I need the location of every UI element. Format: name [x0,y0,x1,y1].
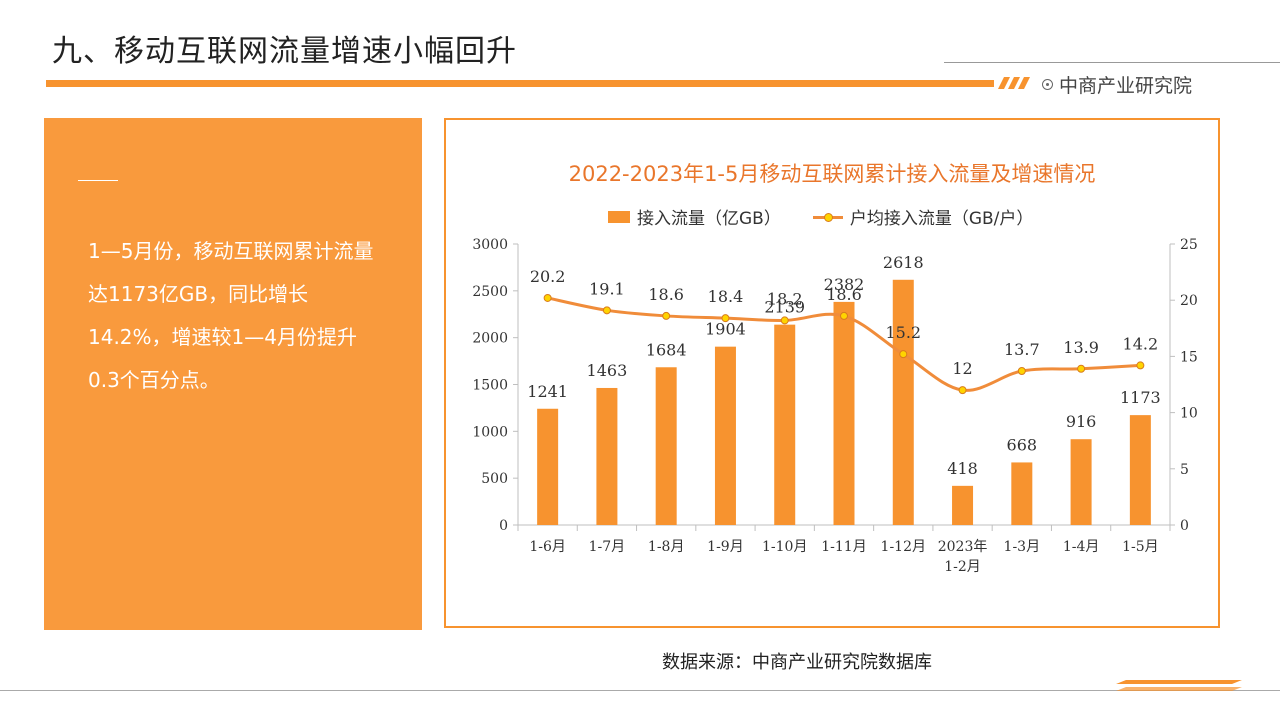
line-point [780,316,789,325]
left-tick-label: 2000 [472,331,508,347]
right-tick-label: 20 [1180,293,1198,309]
x-tick-label: 1-5月 [1122,539,1159,555]
x-tick-label: 1-8月 [648,539,685,555]
left-tick-label: 500 [481,471,508,487]
panel-rule [78,180,118,181]
summary-panel: 1—5月份，移动互联网累计流量达1173亿GB，同比增长14.2%，增速较1—4… [44,118,422,630]
bar-value-label: 2618 [883,253,924,272]
bar [1011,462,1033,525]
left-tick-label: 1000 [472,424,508,440]
line-point [662,311,671,320]
header-divider [944,62,1280,63]
bar-value-label: 668 [1007,435,1038,454]
footer-stripes-icon [1116,680,1242,691]
x-tick-label: 1-7月 [589,539,626,555]
line-point [958,386,967,395]
line-point [899,350,908,359]
chart-title: 2022-2023年1-5月移动互联网累计接入流量及增速情况 [568,162,1096,186]
data-source: 数据来源：中商产业研究院数据库 [662,652,932,673]
right-tick-label: 0 [1180,518,1189,534]
x-tick-label: 2023年 [938,539,988,555]
bar-value-label: 1173 [1120,388,1161,407]
bar-value-label: 1684 [646,340,687,359]
left-tick-label: 1500 [472,378,508,394]
stripes-decoration-icon [998,77,1030,89]
right-tick-label: 15 [1180,349,1198,365]
bar [833,301,855,525]
bar [1070,439,1092,525]
bar-value-label: 418 [947,459,978,478]
bar-value-label: 1241 [527,382,568,401]
line-point [721,314,730,323]
legend-item-line: 户均接入流量（GB/户） [812,204,1034,229]
bar [655,367,677,525]
line-point [1077,364,1086,373]
legend-bar-swatch [608,210,630,223]
line-value-label: 13.7 [1004,340,1040,359]
bar-value-label: 2139 [764,298,805,317]
x-tick-label: 1-4月 [1063,539,1100,555]
bar [952,485,974,525]
x-tick-label: 1-6月 [529,539,566,555]
left-tick-label: 0 [499,518,508,534]
line-value-label: 12 [952,359,972,378]
summary-text: 1—5月份，移动互联网累计流量达1173亿GB，同比增长14.2%，增速较1—4… [88,239,374,392]
left-tick-label: 2500 [472,284,508,300]
line-value-label: 18.6 [648,285,684,304]
line-value-label: 15.2 [885,323,921,342]
bar [1129,415,1151,525]
bar [537,408,559,525]
x-tick-label: 1-12月 [881,539,926,555]
bar-value-label: 2382 [824,275,865,294]
brand-name: 中商产业研究院 [1059,75,1193,97]
line-value-label: 18.2 [767,289,803,308]
line-point [1136,361,1145,370]
target-icon [1042,79,1053,90]
x-tick-label: 1-2月 [944,559,981,575]
line-value-label: 19.1 [589,279,625,298]
bar [596,387,618,525]
line-point [602,306,611,315]
x-tick-label: 1-3月 [1004,539,1041,555]
line-point [543,293,552,302]
brand-logo: 中商产业研究院 [1042,71,1192,98]
right-tick-label: 25 [1180,237,1198,253]
line-value-label: 20.2 [530,267,566,286]
legend-line-swatch [812,211,843,223]
right-tick-label: 5 [1180,462,1189,478]
line-point [840,311,848,320]
line-value-label: 18.4 [708,287,744,306]
line-value-label: 13.9 [1063,338,1099,357]
legend-label-bar: 接入流量（亿GB） [637,209,781,229]
line-value-label: 14.2 [1123,334,1159,353]
combo-chart: 0 500 1000 1500 2000 2500 3000 0 5 10 15 20 25 1-6月 1-… [472,237,1198,575]
line-value-label: 18.6 [826,285,862,304]
chart-container: 2022-2023年1-5月移动互联网累计接入流量及增速情况 接入流量（亿GB）… [444,118,1220,628]
chart-legend: 接入流量（亿GB） 户均接入流量（GB/户） [608,204,1065,229]
x-tick-label: 1-10月 [762,539,807,555]
bar-value-label: 1463 [587,361,628,380]
bar [774,324,796,525]
left-tick-label: 3000 [472,237,508,253]
bar [892,279,914,525]
bar [714,346,736,525]
bar-value-label: 1904 [705,320,746,339]
page-title: 九、移动互联网流量增速小幅回升 [52,34,517,69]
footer-divider [0,690,1280,691]
x-tick-label: 1-11月 [821,539,866,555]
legend-item-bar: 接入流量（亿GB） [608,204,781,229]
right-tick-label: 10 [1180,406,1198,422]
bar-value-label: 916 [1066,412,1097,431]
x-tick-label: 1-9月 [707,539,744,555]
legend-label-line: 户均接入流量（GB/户） [849,209,1034,229]
title-underline-bar [46,80,994,87]
line-point [1017,367,1026,376]
